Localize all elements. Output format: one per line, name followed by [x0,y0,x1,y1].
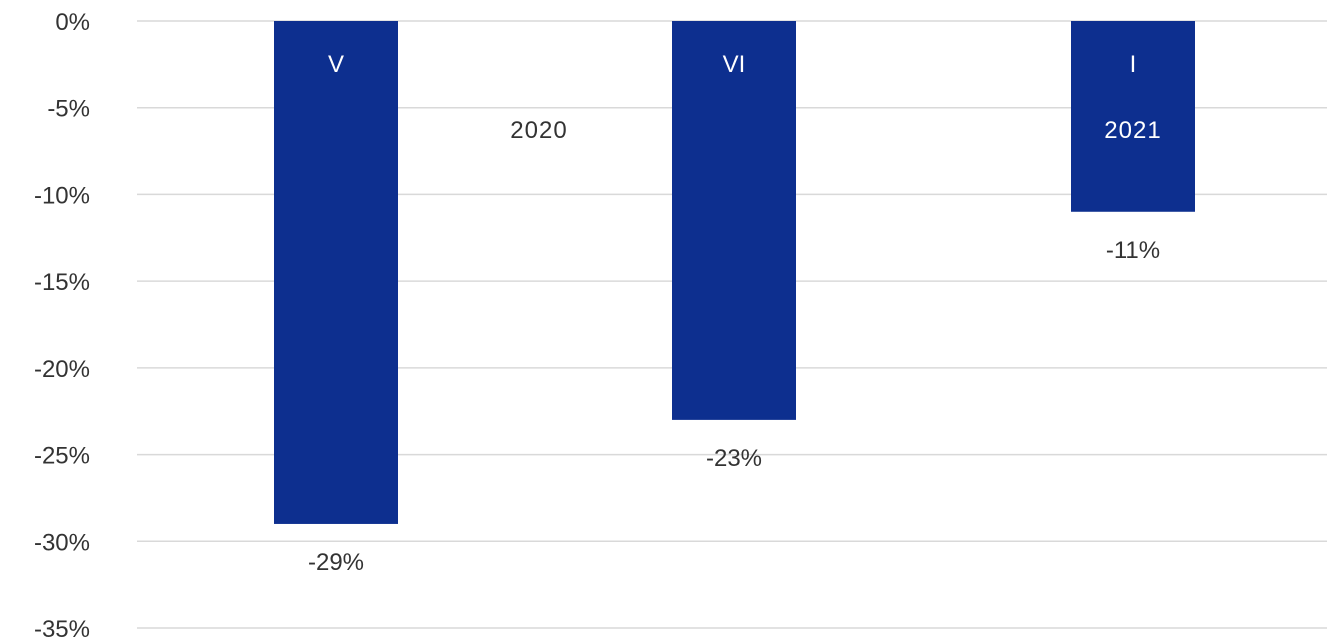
y-axis-ticks: 0% -5% -10% -15% -20% -25% -30% -35% [34,9,90,642]
category-label: I [1130,51,1137,78]
data-label: -29% [308,549,364,576]
y-tick-label: -5% [47,96,90,123]
bar [274,21,398,524]
labels: V -29% VI -23% I -11% 2020 2021 [308,51,1161,576]
bar [1071,21,1195,212]
year-annotation: 2021 [1104,117,1161,144]
y-tick-label: -30% [34,529,90,556]
y-tick-label: -10% [34,182,90,209]
year-annotation: 2020 [510,117,567,144]
y-tick-label: -20% [34,356,90,383]
category-label: VI [723,51,746,78]
data-label: -23% [706,445,762,472]
bars [274,21,1195,524]
y-tick-label: -15% [34,269,90,296]
data-label: -11% [1106,237,1160,264]
y-tick-label: -25% [34,443,90,470]
y-tick-label: -35% [34,616,90,642]
y-tick-label: 0% [55,9,90,36]
bar [672,21,796,420]
category-label: V [328,51,344,78]
